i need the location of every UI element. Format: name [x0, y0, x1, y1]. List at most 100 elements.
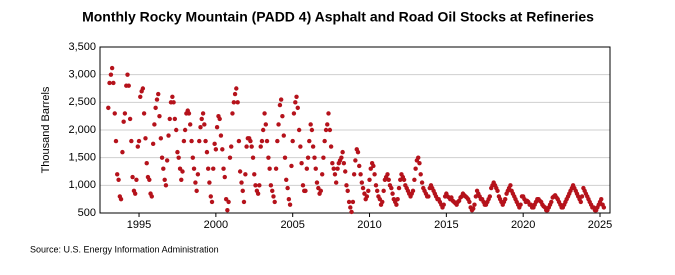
- data-point: [380, 199, 385, 205]
- data-point: [413, 166, 418, 171]
- data-point: [398, 177, 403, 182]
- data-point: [138, 94, 143, 100]
- data-point: [120, 149, 125, 155]
- data-point: [187, 122, 193, 127]
- data-point: [129, 138, 134, 144]
- data-point: [199, 116, 204, 122]
- data-point: [263, 122, 268, 127]
- data-point: [207, 180, 212, 185]
- data-point: [373, 183, 379, 188]
- data-point: [335, 166, 340, 171]
- data-point: [217, 116, 222, 122]
- data-point: [332, 172, 338, 177]
- data-point: [191, 166, 197, 171]
- data-point: [341, 161, 347, 166]
- data-point: [167, 116, 172, 122]
- data-point: [340, 149, 345, 155]
- data-point: [456, 198, 462, 204]
- data-point: [112, 111, 117, 116]
- data-point: [175, 149, 180, 155]
- data-point: [135, 144, 141, 149]
- data-point: [395, 196, 400, 202]
- data-point: [290, 138, 295, 144]
- data-point: [345, 188, 350, 194]
- data-point: [396, 185, 402, 191]
- data-point: [419, 180, 425, 185]
- data-point: [222, 174, 227, 180]
- data-point: [202, 122, 207, 127]
- data-point: [249, 144, 254, 149]
- data-point: [198, 125, 203, 130]
- data-point: [357, 163, 362, 169]
- data-point: [143, 136, 148, 141]
- data-point: [166, 133, 171, 138]
- x-tick-label: 2005: [280, 219, 304, 231]
- data-point: [255, 191, 261, 196]
- data-point: [147, 177, 152, 182]
- data-point: [346, 199, 352, 205]
- y-tick-label: 3,000: [68, 69, 96, 81]
- data-point: [298, 144, 303, 149]
- data-point: [180, 169, 185, 174]
- data-point: [276, 122, 281, 127]
- data-point: [353, 158, 358, 163]
- data-point: [305, 155, 311, 160]
- data-point: [287, 202, 293, 207]
- data-point: [358, 172, 363, 177]
- data-point: [307, 138, 312, 144]
- data-point: [310, 144, 316, 149]
- data-point: [268, 183, 274, 188]
- data-point: [426, 194, 431, 199]
- data-point: [108, 72, 114, 77]
- data-point: [289, 163, 294, 169]
- data-point: [162, 177, 167, 182]
- data-point: [487, 194, 493, 199]
- data-point: [212, 141, 217, 147]
- data-point: [325, 122, 330, 127]
- data-point: [318, 188, 324, 194]
- data-point: [152, 122, 157, 127]
- data-point: [281, 133, 286, 138]
- data-point: [225, 208, 230, 213]
- data-point: [260, 127, 266, 133]
- data-point: [359, 180, 365, 185]
- data-point: [200, 111, 206, 116]
- data-point: [241, 199, 247, 205]
- data-point: [262, 111, 267, 116]
- data-point: [156, 91, 161, 97]
- data-point: [252, 172, 257, 177]
- data-point: [205, 166, 211, 171]
- data-point: [267, 166, 272, 171]
- data-point: [264, 138, 270, 144]
- data-point: [508, 183, 513, 188]
- data-point: [163, 183, 169, 188]
- x-tick-label: 1995: [127, 219, 151, 231]
- data-point: [204, 149, 210, 155]
- data-point: [321, 155, 326, 160]
- data-point: [367, 177, 372, 182]
- data-point: [214, 125, 220, 130]
- data-point: [326, 111, 331, 116]
- data-point: [344, 183, 349, 188]
- data-point: [136, 138, 142, 144]
- data-point: [239, 180, 244, 185]
- data-point: [208, 194, 213, 199]
- data-point: [381, 188, 386, 194]
- data-point: [412, 177, 417, 182]
- data-point: [386, 177, 391, 182]
- data-point: [140, 86, 146, 91]
- data-point: [471, 206, 476, 211]
- data-point: [259, 138, 265, 144]
- data-point: [331, 166, 336, 171]
- data-point: [195, 172, 201, 177]
- data-point: [106, 105, 111, 111]
- data-point: [211, 166, 216, 171]
- data-point: [227, 155, 233, 160]
- y-tick-label: 2,000: [68, 124, 96, 136]
- x-tick-label: 2000: [204, 219, 228, 231]
- data-point: [229, 144, 234, 149]
- y-tick-label: 3,500: [68, 41, 96, 53]
- data-point: [401, 177, 407, 182]
- data-point: [170, 94, 175, 100]
